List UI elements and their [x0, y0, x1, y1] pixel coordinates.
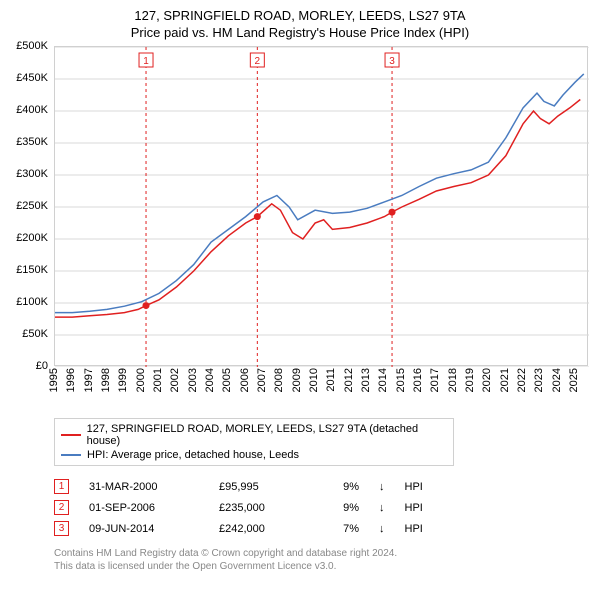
- footer: Contains HM Land Registry data © Crown c…: [54, 547, 590, 573]
- plot-area: 1 2 3: [54, 46, 588, 366]
- x-tick-label: 2012: [343, 368, 355, 392]
- chart-container: 127, SPRINGFIELD ROAD, MORLEY, LEEDS, LS…: [0, 0, 600, 590]
- x-tick-label: 2019: [464, 368, 476, 392]
- y-tick-label: £200K: [16, 232, 48, 244]
- legend-label: HPI: Average price, detached house, Leed…: [87, 449, 299, 461]
- x-tick-label: 2006: [239, 368, 251, 392]
- plot-svg: 1 2 3: [55, 47, 589, 367]
- y-tick-label: £100K: [16, 296, 48, 308]
- x-tick-label: 2002: [169, 368, 181, 392]
- x-tick-label: 2024: [551, 368, 563, 392]
- x-tick-label: 2000: [135, 368, 147, 392]
- x-tick-label: 2020: [481, 368, 493, 392]
- arrow-down-icon: ↓: [379, 502, 385, 514]
- sale-suffix: HPI: [405, 502, 455, 514]
- y-tick-label: £50K: [22, 328, 48, 340]
- title-subtitle: Price paid vs. HM Land Registry's House …: [10, 25, 590, 40]
- sale-marker-box: 1: [54, 479, 69, 494]
- arrow-down-icon: ↓: [379, 481, 385, 493]
- x-tick-label: 2005: [221, 368, 233, 392]
- y-tick-label: £150K: [16, 264, 48, 276]
- arrow-down-icon: ↓: [379, 523, 385, 535]
- svg-text:3: 3: [389, 56, 395, 67]
- x-tick-label: 2013: [360, 368, 372, 392]
- sale-date: 09-JUN-2014: [89, 523, 199, 535]
- x-tick-label: 1999: [117, 368, 129, 392]
- svg-text:1: 1: [143, 56, 149, 67]
- sale-delta: 9%: [319, 481, 359, 493]
- legend-item: HPI: Average price, detached house, Leed…: [61, 448, 447, 462]
- x-tick-label: 2009: [291, 368, 303, 392]
- sale-row: 3 09-JUN-2014 £242,000 7% ↓ HPI: [54, 518, 590, 539]
- y-tick-label: £400K: [16, 104, 48, 116]
- x-tick-label: 2017: [429, 368, 441, 392]
- y-tick-label: £250K: [16, 200, 48, 212]
- x-tick-label: 2004: [204, 368, 216, 392]
- x-tick-label: 2011: [325, 368, 337, 392]
- footer-line2: This data is licensed under the Open Gov…: [54, 560, 590, 573]
- sale-price: £242,000: [219, 523, 299, 535]
- x-tick-label: 1997: [83, 368, 95, 392]
- sale-price: £95,995: [219, 481, 299, 493]
- legend-item: 127, SPRINGFIELD ROAD, MORLEY, LEEDS, LS…: [61, 422, 447, 448]
- x-tick-label: 1998: [100, 368, 112, 392]
- sale-delta: 9%: [319, 502, 359, 514]
- x-tick-label: 2016: [412, 368, 424, 392]
- x-tick-label: 2008: [273, 368, 285, 392]
- x-tick-label: 2018: [447, 368, 459, 392]
- x-tick-label: 2022: [516, 368, 528, 392]
- x-tick-label: 2023: [533, 368, 545, 392]
- sales-list: 1 31-MAR-2000 £95,995 9% ↓ HPI 2 01-SEP-2006 £23…: [54, 476, 590, 539]
- y-tick-label: £350K: [16, 136, 48, 148]
- sale-marker-box: 2: [54, 500, 69, 515]
- x-tick-label: 2025: [568, 368, 580, 392]
- x-tick-label: 2010: [308, 368, 320, 392]
- y-tick-label: £500K: [16, 40, 48, 52]
- legend-swatch: [61, 454, 81, 456]
- sale-delta: 7%: [319, 523, 359, 535]
- x-tick-label: 2014: [377, 368, 389, 392]
- sale-suffix: HPI: [405, 523, 455, 535]
- legend-label: 127, SPRINGFIELD ROAD, MORLEY, LEEDS, LS…: [87, 423, 447, 447]
- title-block: 127, SPRINGFIELD ROAD, MORLEY, LEEDS, LS…: [10, 8, 590, 40]
- sale-row: 2 01-SEP-2006 £235,000 9% ↓ HPI: [54, 497, 590, 518]
- sale-date: 31-MAR-2000: [89, 481, 199, 493]
- sale-date: 01-SEP-2006: [89, 502, 199, 514]
- sale-price: £235,000: [219, 502, 299, 514]
- x-tick-label: 2015: [395, 368, 407, 392]
- svg-text:2: 2: [255, 56, 261, 67]
- chart-area: £0 £50K £100K £150K £200K £250K £300K £350K £400…: [10, 46, 590, 386]
- legend: 127, SPRINGFIELD ROAD, MORLEY, LEEDS, LS…: [54, 418, 454, 466]
- x-tick-label: 2001: [152, 368, 164, 392]
- x-tick-label: 2003: [187, 368, 199, 392]
- y-tick-label: £300K: [16, 168, 48, 180]
- x-tick-label: 1995: [48, 368, 60, 392]
- sale-row: 1 31-MAR-2000 £95,995 9% ↓ HPI: [54, 476, 590, 497]
- sale-suffix: HPI: [405, 481, 455, 493]
- x-tick-label: 1996: [65, 368, 77, 392]
- x-tick-label: 2021: [499, 368, 511, 392]
- legend-swatch: [61, 434, 81, 436]
- x-axis: 1995199619971998199920002001200220032004…: [54, 366, 588, 386]
- footer-line1: Contains HM Land Registry data © Crown c…: [54, 547, 590, 560]
- sale-marker-box: 3: [54, 521, 69, 536]
- y-tick-label: £450K: [16, 72, 48, 84]
- x-tick-label: 2007: [256, 368, 268, 392]
- y-axis: £0£50K£100K£150K£200K£250K£300K£350K£400…: [10, 46, 52, 366]
- y-tick-label: £0: [36, 360, 48, 372]
- title-address: 127, SPRINGFIELD ROAD, MORLEY, LEEDS, LS…: [10, 8, 590, 23]
